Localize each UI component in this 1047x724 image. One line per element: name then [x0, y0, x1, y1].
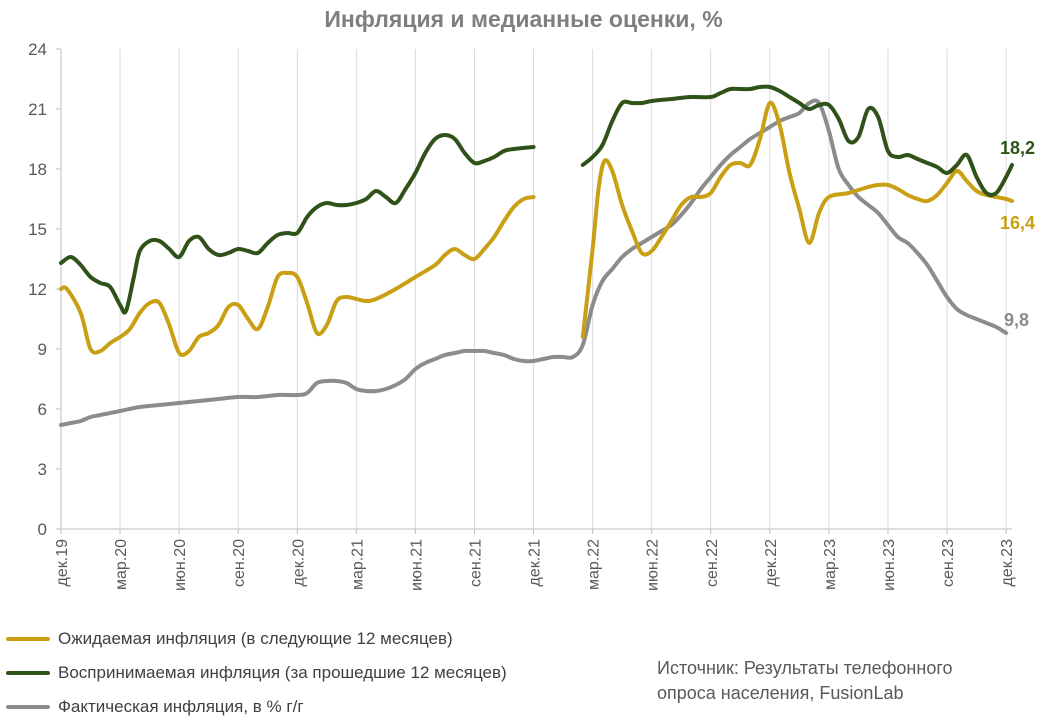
y-tick-label-5: 15 [28, 220, 47, 239]
legend-swatch-actual [6, 705, 50, 709]
chart-title: Инфляция и медианные оценки, % [324, 6, 723, 32]
series-line-actual [59, 98, 1009, 427]
end-label-actual: 9,8 [1004, 310, 1029, 330]
legend-swatch-expected [6, 637, 50, 641]
series-line-expected-after-gap [580, 100, 1014, 339]
legend: Ожидаемая инфляция (в следующие 12 месяц… [6, 622, 507, 724]
y-tick-label-8: 24 [28, 40, 47, 59]
y-tick-label-2: 6 [38, 400, 47, 419]
x-tick-label-11: сен.22 [704, 539, 721, 587]
series-line-expected [59, 195, 536, 357]
x-tick-label-10: июн.22 [645, 539, 662, 591]
legend-item-expected: Ожидаемая инфляция (в следующие 12 месяц… [6, 622, 507, 656]
y-tick-label-6: 18 [28, 160, 47, 179]
end-label-perceived: 18,2 [1000, 138, 1035, 158]
series-line-perceived-after-gap [580, 84, 1014, 197]
x-tick-label-13: мар.23 [822, 539, 839, 590]
legend-label-actual: Фактическая инфляция, в % г/г [58, 697, 304, 716]
x-tick-label-6: июн.21 [408, 539, 425, 591]
x-tick-label-7: сен.21 [467, 539, 484, 587]
legend-item-perceived: Воспринимаемая инфляция (за прошедшие 12… [6, 656, 507, 690]
y-tick-label-7: 21 [28, 100, 47, 119]
y-tick-label-0: 0 [38, 520, 47, 539]
end-label-expected: 16,4 [1000, 213, 1035, 233]
x-tick-label-12: дек.22 [763, 539, 780, 587]
legend-swatch-perceived [6, 671, 50, 675]
x-tick-label-16: дек.23 [999, 539, 1016, 587]
source-line-1: Источник: Результаты телефонного [657, 658, 953, 678]
x-tick-label-8: дек.21 [527, 539, 544, 587]
x-tick-label-14: июн.23 [881, 539, 898, 591]
source-line-2: опроса населения, FusionLab [657, 683, 904, 703]
source-note: Источник: Результаты телефонного опроса … [657, 656, 1037, 706]
y-tick-label-4: 12 [28, 280, 47, 299]
y-tick-label-3: 9 [38, 340, 47, 359]
x-tick-label-9: мар.22 [586, 539, 603, 590]
x-tick-label-1: мар.20 [113, 539, 130, 590]
x-tick-label-4: дек.20 [290, 539, 307, 587]
x-tick-label-3: сен.20 [231, 539, 248, 587]
legend-item-actual: Фактическая инфляция, в % г/г [6, 690, 507, 724]
legend-label-expected: Ожидаемая инфляция (в следующие 12 месяц… [58, 629, 453, 648]
series-line-perceived [59, 133, 536, 315]
x-tick-label-5: мар.21 [349, 539, 366, 590]
x-tick-label-0: дек.19 [54, 539, 71, 587]
y-tick-label-1: 3 [38, 460, 47, 479]
x-tick-label-15: сен.23 [940, 539, 957, 587]
x-tick-label-2: июн.20 [172, 539, 189, 591]
legend-label-perceived: Воспринимаемая инфляция (за прошедшие 12… [58, 663, 507, 682]
